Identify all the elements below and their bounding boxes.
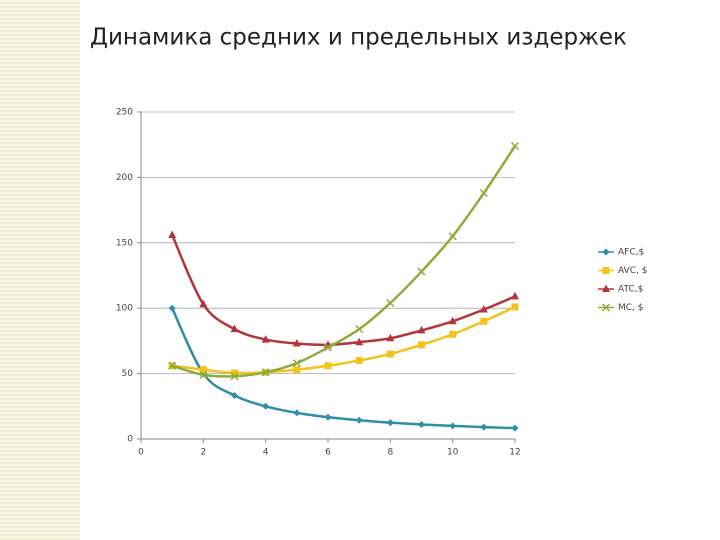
legend-marker [602, 267, 610, 274]
legend-marker [601, 303, 611, 312]
data-point [323, 343, 333, 352]
data-point [418, 341, 425, 349]
data-point [386, 298, 395, 307]
data-point [511, 424, 519, 432]
data-point [230, 372, 239, 381]
data-point [231, 391, 238, 399]
x-tick-label: 4 [263, 448, 269, 458]
data-point [418, 420, 425, 428]
data-point [355, 325, 364, 334]
legend-marker [602, 248, 610, 256]
data-point [262, 402, 270, 410]
data-point [261, 335, 270, 343]
data-point [511, 291, 519, 300]
data-point [449, 422, 457, 430]
y-tick-label: 50 [122, 369, 134, 379]
chart-title: Динамика средних и предельных издержек [90, 25, 627, 51]
series-line [171, 307, 516, 430]
y-tick-label: 200 [116, 173, 133, 183]
data-point [355, 357, 363, 365]
data-point [168, 230, 177, 238]
data-point [293, 409, 301, 417]
data-point [417, 325, 426, 334]
legend-label: ATC,$ [618, 285, 643, 295]
x-tick-label: 0 [138, 448, 144, 458]
data-point [480, 317, 488, 325]
data-point [199, 366, 207, 374]
x-tick-label: 8 [387, 448, 393, 458]
data-point [448, 232, 457, 241]
data-point [355, 416, 363, 424]
legend-label: MC, $ [618, 303, 644, 313]
data-point [261, 368, 270, 377]
y-tick-label: 100 [116, 304, 133, 314]
y-tick-label: 150 [116, 238, 133, 248]
x-tick-label: 6 [325, 448, 331, 458]
data-point [199, 299, 208, 308]
data-point [168, 304, 176, 312]
legend-label: AVC, $ [618, 266, 647, 276]
data-point [199, 370, 208, 379]
data-point [292, 339, 301, 347]
data-point [480, 423, 488, 431]
data-point [292, 359, 301, 368]
x-tick-label: 10 [447, 448, 459, 458]
data-point [510, 141, 520, 151]
data-point [449, 330, 457, 338]
data-point [231, 369, 238, 377]
data-point [511, 303, 519, 311]
data-point [448, 316, 457, 325]
series-line [171, 234, 516, 347]
data-point [324, 413, 332, 421]
data-point [479, 305, 488, 313]
data-point [479, 189, 488, 198]
x-tick-label: 2 [200, 448, 206, 458]
data-point [293, 366, 301, 374]
data-point [324, 362, 332, 370]
y-tick-label: 0 [127, 435, 133, 445]
data-point [355, 337, 364, 346]
legend-marker [602, 284, 610, 292]
data-point [230, 324, 239, 333]
legend-label: AFC,$ [618, 248, 644, 258]
x-tick-label: 12 [509, 448, 520, 458]
data-point [386, 333, 395, 342]
series-line [171, 145, 517, 378]
data-point [386, 419, 394, 427]
data-point [386, 350, 394, 358]
data-point [417, 267, 426, 276]
data-point [168, 361, 177, 370]
decor-strip [0, 0, 80, 540]
y-tick-label: 250 [116, 108, 133, 118]
